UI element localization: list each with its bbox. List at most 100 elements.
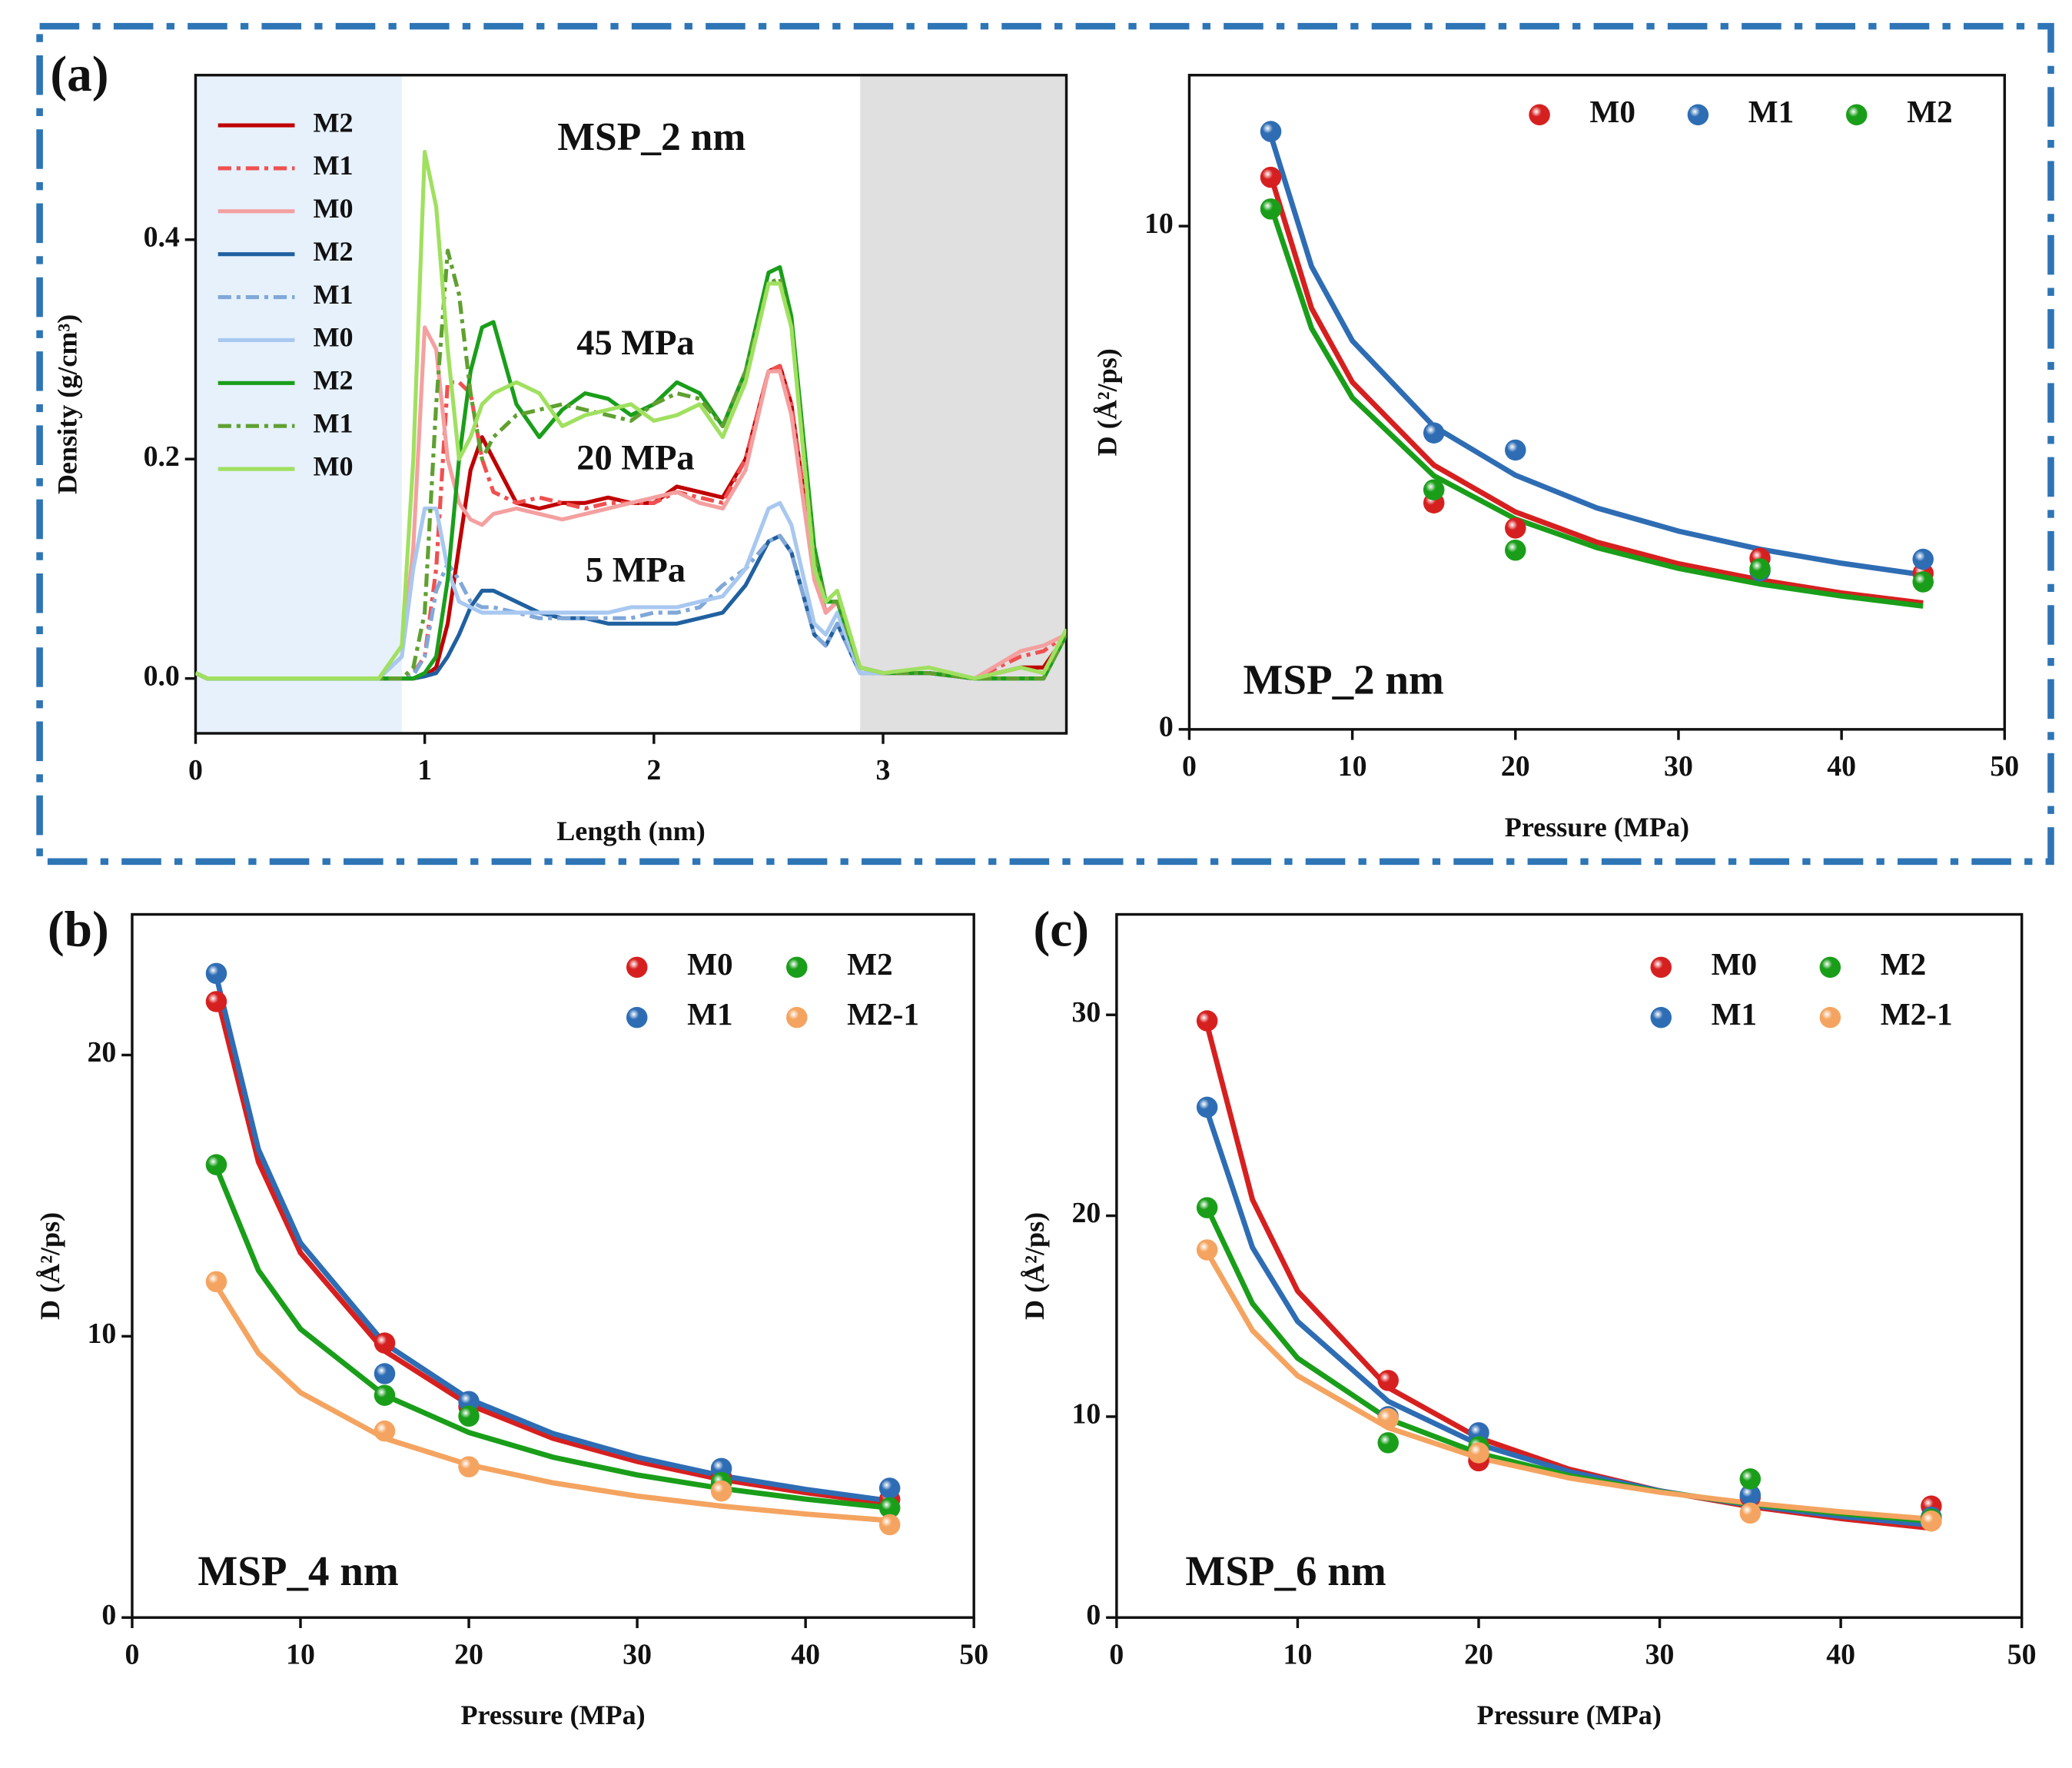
data-point	[710, 1480, 732, 1502]
x-axis-label: Pressure (MPa)	[1505, 812, 1689, 842]
panel-label: (c)	[1034, 902, 1090, 957]
x-tick-label: 30	[1664, 750, 1693, 783]
data-point	[1739, 1502, 1762, 1524]
legend-marker	[1845, 104, 1868, 126]
data-point	[458, 1391, 480, 1413]
data-point	[458, 1405, 480, 1427]
legend-label: M1	[687, 996, 733, 1032]
panel-label: (a)	[50, 47, 108, 102]
density-line	[195, 364, 1067, 681]
fit-curve	[214, 992, 891, 1507]
legend-label: M0	[1589, 94, 1635, 129]
density-line	[195, 150, 1067, 681]
data-point	[1260, 166, 1282, 188]
legend-marker	[626, 1006, 648, 1029]
x-tick-label: 0	[1182, 750, 1197, 783]
y-axis-label: D (Å²/ps)	[1092, 348, 1123, 456]
x-tick-label: 20	[1464, 1639, 1493, 1671]
legend-marker	[626, 956, 648, 979]
x-tick-label: 40	[791, 1639, 820, 1671]
data-point	[205, 991, 227, 1012]
y-tick-label: 0.2	[144, 440, 180, 473]
legend-marker	[1650, 1006, 1672, 1029]
legend-label: M0	[1712, 946, 1758, 982]
fit-curve	[1268, 174, 1924, 606]
annotation: 45 MPa	[576, 324, 694, 363]
y-tick-label: 10	[87, 1318, 116, 1350]
legend-marker	[786, 956, 808, 979]
x-axis-label: Pressure (MPa)	[1477, 1700, 1662, 1730]
data-point	[374, 1420, 396, 1442]
y-axis-label: Density (g/cm³)	[51, 314, 82, 494]
density-line	[195, 248, 1067, 681]
data-point	[878, 1514, 901, 1536]
data-point	[1377, 1370, 1399, 1391]
legend-label: M2-1	[1881, 996, 1953, 1032]
data-point	[1468, 1442, 1489, 1464]
density-line	[195, 500, 1067, 681]
shaded-region	[860, 75, 1067, 733]
data-point	[1505, 439, 1526, 461]
data-point	[878, 1497, 901, 1519]
data-point	[205, 1271, 227, 1293]
legend-marker	[786, 1006, 808, 1029]
y-tick-label: 20	[87, 1036, 116, 1068]
legend-label: M0	[313, 450, 353, 481]
plot-area	[1196, 1010, 1942, 1532]
y-tick-label: 10	[1144, 208, 1174, 240]
plot-frame	[194, 74, 1068, 735]
x-tick-label: 50	[2007, 1639, 2037, 1671]
x-tick-label: 10	[1338, 750, 1367, 783]
data-point	[1739, 1484, 1762, 1506]
legend-label: M2	[313, 107, 353, 138]
annotation: 20 MPa	[576, 439, 694, 478]
x-tick-label: 0	[188, 754, 203, 786]
data-point	[1505, 540, 1526, 561]
legend-label: M1	[1748, 94, 1795, 129]
annotation: MSP_2 nm	[557, 115, 745, 159]
y-tick-label: 0	[101, 1599, 116, 1631]
x-axis-label: Pressure (MPa)	[460, 1700, 645, 1730]
annotation: MSP_4 nm	[198, 1547, 398, 1594]
legend-label: M0	[687, 946, 733, 982]
fit-curve	[1268, 135, 1924, 578]
fit-curve	[1204, 1250, 1932, 1522]
x-tick-label: 30	[623, 1639, 652, 1671]
x-tick-label: 20	[454, 1639, 483, 1671]
x-tick-label: 40	[1826, 1639, 1855, 1671]
data-point	[374, 1363, 396, 1384]
data-point	[1912, 571, 1934, 593]
legend-label: M2	[1907, 94, 1953, 129]
data-point	[1196, 1239, 1218, 1261]
data-point	[1739, 1468, 1762, 1490]
legend-marker	[1819, 1006, 1841, 1029]
annotation: 5 MPa	[586, 550, 686, 590]
data-point	[205, 1154, 227, 1175]
x-tick-label: 40	[1827, 750, 1856, 783]
data-point	[1196, 1197, 1218, 1218]
fit-curve	[214, 1284, 890, 1524]
legend-marker	[1687, 104, 1709, 126]
legend-label: M2	[313, 236, 353, 267]
panel-a-border	[36, 22, 2054, 866]
data-point	[1260, 198, 1282, 220]
legend-label: M1	[313, 408, 353, 439]
data-point	[1260, 121, 1282, 142]
legend-marker	[1650, 956, 1672, 979]
data-point	[1921, 1510, 1942, 1532]
x-tick-label: 1	[417, 754, 432, 786]
data-point	[1912, 548, 1934, 570]
data-point	[374, 1384, 396, 1406]
x-tick-label: 10	[1283, 1639, 1313, 1671]
y-tick-label: 0	[1086, 1599, 1101, 1631]
legend-label: M1	[313, 279, 353, 310]
legend-label: M0	[313, 193, 353, 224]
data-point	[878, 1477, 901, 1499]
data-point	[374, 1332, 396, 1354]
x-axis-label: Length (nm)	[556, 816, 706, 846]
x-tick-label: 0	[125, 1639, 139, 1671]
data-point	[1423, 422, 1445, 444]
data-point	[458, 1456, 480, 1477]
legend-label: M2-1	[847, 996, 919, 1032]
